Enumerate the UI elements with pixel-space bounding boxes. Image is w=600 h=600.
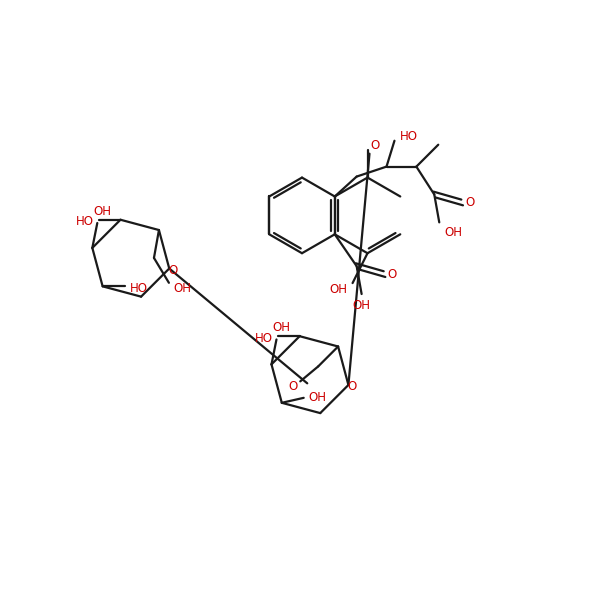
Text: OH: OH xyxy=(444,226,462,239)
Text: O: O xyxy=(289,380,298,393)
Text: OH: OH xyxy=(353,299,371,313)
Text: O: O xyxy=(348,380,357,394)
Text: HO: HO xyxy=(130,282,148,295)
Text: O: O xyxy=(466,196,475,209)
Text: OH: OH xyxy=(329,283,347,296)
Text: OH: OH xyxy=(272,321,290,334)
Text: O: O xyxy=(169,264,178,277)
Text: HO: HO xyxy=(255,332,273,344)
Text: HO: HO xyxy=(400,130,418,143)
Text: OH: OH xyxy=(174,282,192,295)
Text: OH: OH xyxy=(308,391,326,404)
Text: OH: OH xyxy=(93,205,111,218)
Text: HO: HO xyxy=(76,215,94,228)
Text: O: O xyxy=(388,268,397,281)
Text: O: O xyxy=(371,139,380,152)
